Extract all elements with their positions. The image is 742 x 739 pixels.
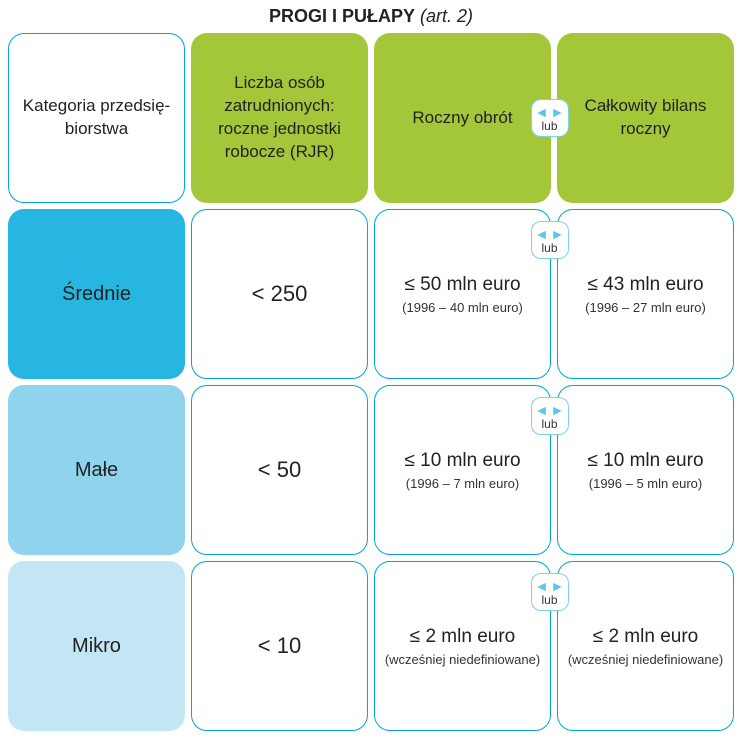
- arrows-icon: ◄►: [535, 403, 565, 417]
- or-badge-srednie: ◄► lub: [531, 221, 569, 259]
- employees-male: < 50: [191, 385, 368, 555]
- category-srednie-label: Średnie: [62, 283, 131, 306]
- threshold-grid: Kategoria przedsię­biorstwa Liczba osób …: [8, 33, 734, 731]
- turnover-male-main: ≤ 10 mln euro: [404, 450, 520, 472]
- turnover-srednie: ≤ 50 mln euro (1996 – 40 mln euro): [374, 209, 551, 379]
- title-bold: PROGI I PUŁAPY: [269, 6, 415, 26]
- balance-mikro-sub: (wcześniej niedefiniowane): [568, 652, 723, 667]
- balance-male-main: ≤ 10 mln euro: [587, 450, 703, 472]
- balance-srednie-main: ≤ 43 mln euro: [587, 274, 703, 296]
- header-category-label: Kategoria przedsię­biorstwa: [17, 95, 176, 141]
- or-label-header: lub: [541, 120, 557, 132]
- balance-male: ≤ 10 mln euro (1996 – 5 mln euro): [557, 385, 734, 555]
- header-turnover: Roczny obrót: [374, 33, 551, 203]
- turnover-srednie-sub: (1996 – 40 mln euro): [402, 300, 523, 315]
- category-srednie: Średnie: [8, 209, 185, 379]
- or-badge-male: ◄► lub: [531, 397, 569, 435]
- header-employees: Liczba osób zatrudnionych: roczne jednos…: [191, 33, 368, 203]
- turnover-mikro-main: ≤ 2 mln euro: [410, 626, 515, 648]
- category-mikro: Mikro: [8, 561, 185, 731]
- or-badge-mikro: ◄► lub: [531, 573, 569, 611]
- arrows-icon: ◄►: [535, 105, 565, 119]
- or-label-mikro: lub: [541, 594, 557, 606]
- turnover-male-sub: (1996 – 7 mln euro): [406, 476, 519, 491]
- employees-srednie: < 250: [191, 209, 368, 379]
- category-male: Małe: [8, 385, 185, 555]
- header-balance-label: Całkowity bilans roczny: [565, 95, 726, 141]
- category-male-label: Małe: [75, 459, 118, 482]
- arrows-icon: ◄►: [535, 227, 565, 241]
- or-label-srednie: lub: [541, 242, 557, 254]
- table-container: PROGI I PUŁAPY (art. 2) Kategoria przeds…: [0, 0, 742, 739]
- turnover-mikro-sub: (wcześniej niedefiniowane): [385, 652, 540, 667]
- employees-male-value: < 50: [258, 457, 301, 483]
- category-mikro-label: Mikro: [72, 635, 121, 658]
- or-label-male: lub: [541, 418, 557, 430]
- header-turnover-label: Roczny obrót: [412, 107, 512, 130]
- title-italic: (art. 2): [420, 6, 473, 26]
- arrows-icon: ◄►: [535, 579, 565, 593]
- turnover-mikro: ≤ 2 mln euro (wcześniej niedefiniowane): [374, 561, 551, 731]
- balance-male-sub: (1996 – 5 mln euro): [589, 476, 702, 491]
- header-category: Kategoria przedsię­biorstwa: [8, 33, 185, 203]
- employees-srednie-value: < 250: [252, 281, 308, 307]
- turnover-srednie-main: ≤ 50 mln euro: [404, 274, 520, 296]
- header-employees-label: Liczba osób zatrudnionych: roczne jednos…: [199, 72, 360, 164]
- or-badge-header: ◄► lub: [531, 99, 569, 137]
- employees-mikro: < 10: [191, 561, 368, 731]
- balance-mikro: ≤ 2 mln euro (wcześniej niedefiniowane): [557, 561, 734, 731]
- employees-mikro-value: < 10: [258, 633, 301, 659]
- balance-mikro-main: ≤ 2 mln euro: [593, 626, 698, 648]
- page-title: PROGI I PUŁAPY (art. 2): [8, 6, 734, 27]
- header-balance: Całkowity bilans roczny: [557, 33, 734, 203]
- balance-srednie: ≤ 43 mln euro (1996 – 27 mln euro): [557, 209, 734, 379]
- balance-srednie-sub: (1996 – 27 mln euro): [585, 300, 706, 315]
- turnover-male: ≤ 10 mln euro (1996 – 7 mln euro): [374, 385, 551, 555]
